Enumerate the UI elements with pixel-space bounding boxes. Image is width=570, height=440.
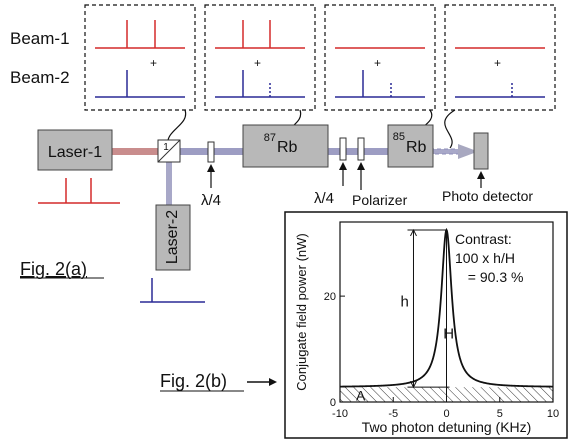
inset-box-1: + [84,4,196,111]
y-tick-label: 0 [330,397,336,409]
rb85-symbol: Rb [406,139,427,156]
plus-sign: + [150,56,157,70]
output-beam [429,148,461,155]
rb87-mass: 87 [264,132,276,144]
beam2-label: Beam-2 [10,68,70,87]
chart-panel: -10 -5 0 5 10 0 20 h H A Contrast: 100 x h/H = 90.3 … [284,211,568,439]
chart-frame [284,211,568,439]
pointer-4 [444,109,456,149]
y-tick-label: 20 [324,291,336,303]
laser2-beam [166,160,172,205]
A-label: A [356,387,366,403]
photo-detector-label: Photo detector [442,188,533,204]
rb87-cell [242,124,329,168]
quarter-wave-1-label: λ/4 [201,192,221,209]
rb85-cell [387,124,434,168]
inset-box-3: + [324,4,436,111]
beamsplitter-number: 1 [163,142,169,153]
laser1-label: Laser-1 [48,144,102,161]
beamsplitter: 1 [157,139,181,163]
laser1-beam [112,148,162,155]
fig-2b-label: Fig. 2(b) [160,371,227,391]
inset-box-4: + [444,4,556,111]
polarizer [357,137,365,161]
plus-sign: + [254,56,261,70]
x-tick-label: -5 [388,408,398,420]
rb85-mass: 85 [393,131,405,143]
h-label: h [400,294,408,311]
laser2-label: Laser-2 [164,210,181,264]
inset-box-2: + [204,4,316,111]
contrast-formula: 100 x h/H [455,250,515,266]
x-tick-label: 10 [547,408,559,420]
H-label: H [443,325,454,342]
quarter-wave-plate-1 [207,141,215,163]
polarizer-label: Polarizer [352,192,408,208]
beam-arrow [458,144,478,159]
beam1-label: Beam-1 [10,29,70,48]
x-axis-label: Two photon detuning (KHz) [362,419,532,435]
laser1-box [37,129,113,171]
plus-sign: + [494,56,501,70]
laser2-box [155,204,191,271]
y-axis-label: Conjugate field power (nW) [294,233,309,391]
rb87-symbol: Rb [277,139,298,156]
fig-2a-label: Fig. 2(a) [20,259,87,279]
contrast-title: Contrast: [455,231,512,247]
x-tick-label: -10 [332,408,348,420]
plus-sign: + [374,56,381,70]
quarter-wave-plate-2 [339,137,347,161]
x-tick-label: 0 [443,408,449,420]
photo-detector [473,132,489,170]
contrast-value: = 90.3 % [468,269,524,285]
x-tick-label: 5 [497,408,503,420]
quarter-wave-2-label: λ/4 [314,190,334,207]
